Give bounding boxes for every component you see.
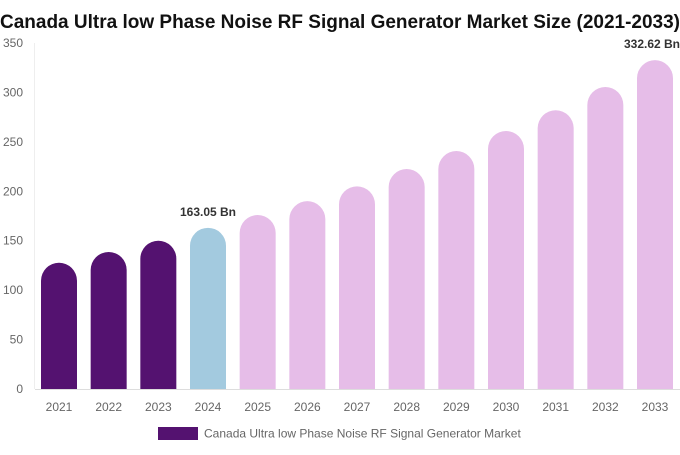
x-tick-label: 2031 (542, 400, 569, 414)
bar-2030[interactable] (488, 130, 524, 390)
x-tick-label: 2024 (195, 400, 222, 414)
bar-2028[interactable] (388, 169, 425, 389)
x-tick-label: 2021 (46, 400, 73, 414)
bar-2024[interactable] (190, 227, 226, 389)
x-tick-label: 2030 (493, 400, 520, 414)
y-tick-label: 150 (3, 234, 23, 248)
y-tick-label: 200 (3, 184, 23, 198)
bar-2021[interactable] (41, 262, 77, 389)
bar-2027[interactable] (339, 186, 375, 389)
x-tick-label: 2027 (344, 400, 371, 414)
bar-2029[interactable] (438, 151, 475, 389)
x-tick-label: 2025 (244, 400, 271, 414)
x-tick-label: 2033 (642, 400, 669, 414)
x-tick-label: 2022 (95, 400, 122, 414)
y-tick-label: 50 (10, 333, 24, 347)
data-label-2024: 163.05 Bn (180, 205, 236, 219)
x-tick-label: 2032 (592, 400, 619, 414)
legend[interactable]: Canada Ultra low Phase Noise RF Signal G… (158, 427, 521, 441)
bars (41, 60, 673, 390)
data-label-2033: 332.62 Bn (624, 37, 680, 51)
y-axis: 0 50 100 150 200 250 300 350 (3, 36, 23, 396)
y-tick-label: 0 (16, 382, 23, 396)
bar-2025[interactable] (239, 215, 276, 389)
chart-title: Canada Ultra low Phase Noise RF Signal G… (0, 12, 680, 33)
y-tick-label: 250 (3, 135, 23, 149)
bar-2022[interactable] (90, 251, 127, 389)
data-labels: 163.05 Bn 332.62 Bn (180, 37, 680, 219)
legend-swatch (158, 427, 198, 440)
bar-2032[interactable] (587, 86, 624, 389)
bar-2026[interactable] (289, 201, 326, 389)
bar-2031[interactable] (537, 110, 574, 390)
x-tick-label: 2029 (443, 400, 470, 414)
bar-2023[interactable] (140, 240, 177, 389)
x-axis: 2021 2022 2023 2024 2025 2026 2027 2028 2029 2030… (46, 400, 669, 414)
y-tick-label: 350 (3, 36, 23, 50)
y-tick-label: 300 (3, 85, 23, 99)
x-tick-label: 2028 (393, 400, 420, 414)
x-tick-label: 2023 (145, 400, 172, 414)
legend-label: Canada Ultra low Phase Noise RF Signal G… (204, 427, 521, 441)
bar-2033[interactable] (637, 60, 673, 390)
x-tick-label: 2026 (294, 400, 321, 414)
y-tick-label: 100 (3, 283, 23, 297)
